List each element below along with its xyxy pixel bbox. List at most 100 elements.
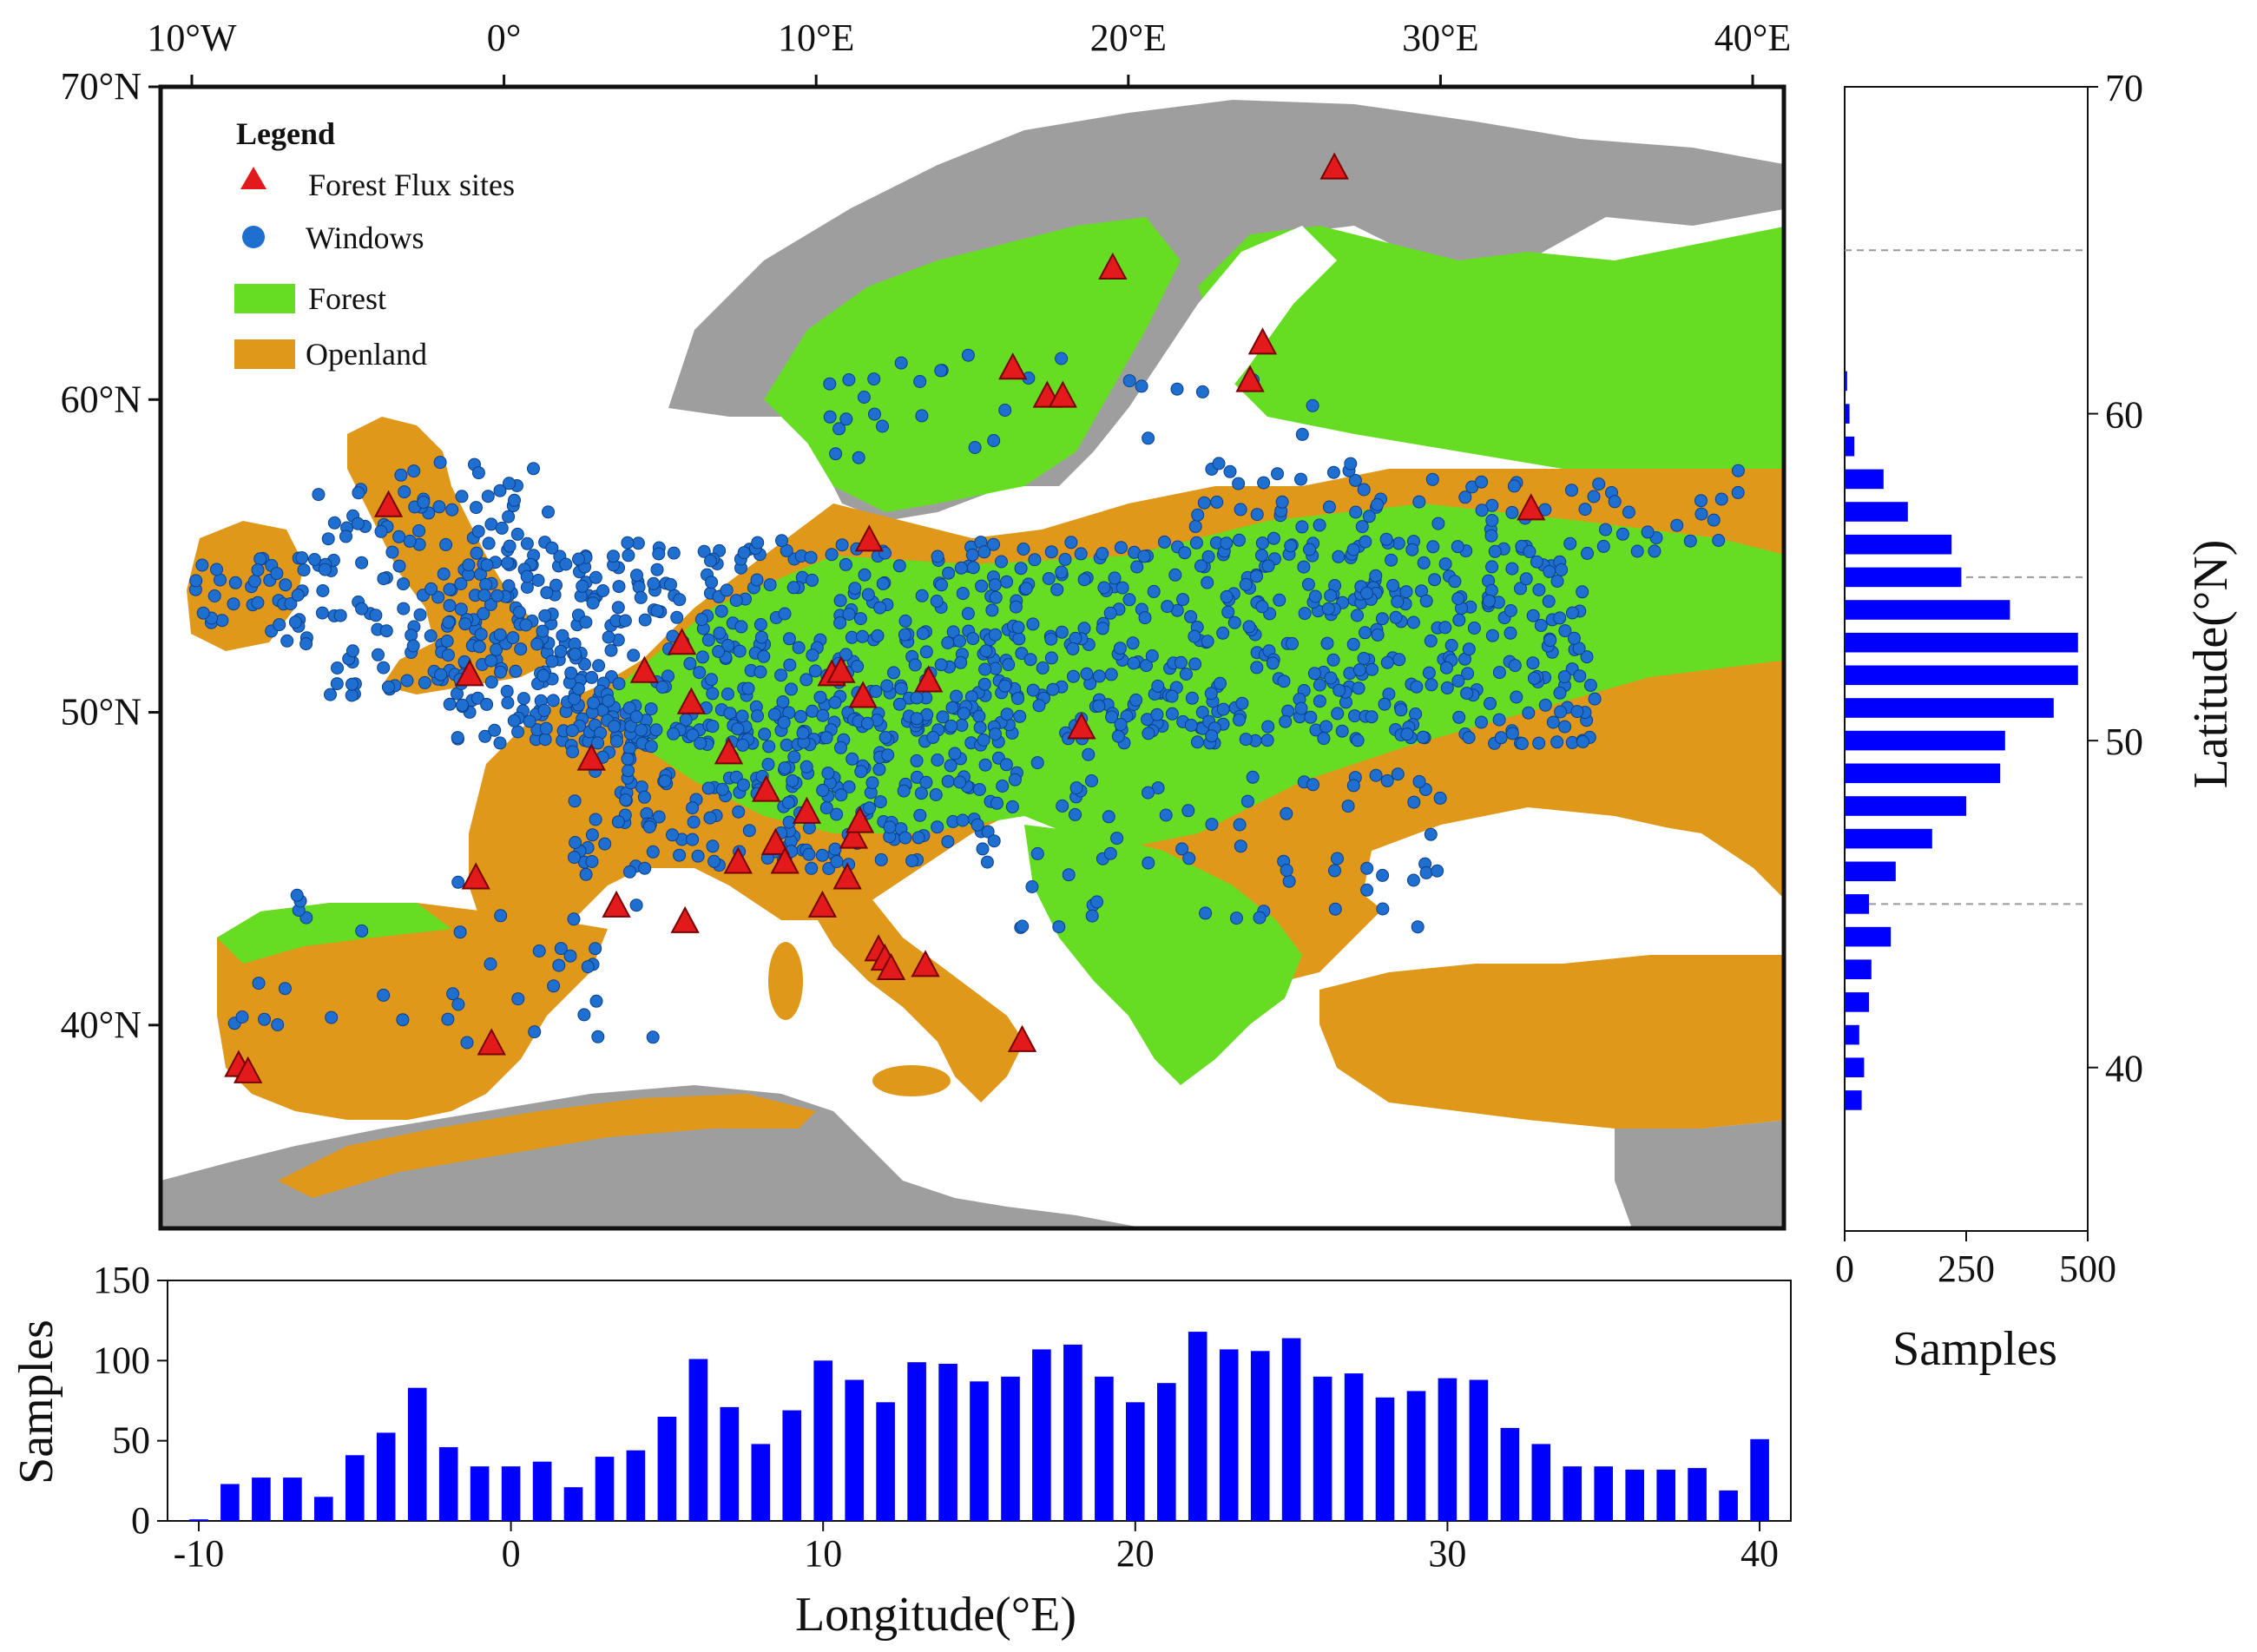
window-point xyxy=(650,563,664,576)
window-point xyxy=(1188,657,1202,671)
lat-hist-bar xyxy=(1845,730,2005,751)
window-point xyxy=(440,635,454,648)
window-point xyxy=(591,1030,605,1043)
lon-hist-bar xyxy=(1500,1427,1520,1521)
window-point xyxy=(1145,649,1159,662)
window-point xyxy=(1188,629,1201,643)
flux-site-triangle xyxy=(998,352,1028,380)
window-point xyxy=(377,661,391,675)
window-point xyxy=(851,660,865,674)
window-point xyxy=(621,536,635,550)
window-point xyxy=(1355,520,1369,534)
lon-hist-ylabel: Samples xyxy=(10,1320,63,1484)
window-point xyxy=(1319,720,1333,734)
window-point xyxy=(735,709,749,723)
flux-site-triangle xyxy=(576,743,606,771)
window-point xyxy=(564,666,578,680)
map-lon-tick-label: 20°E xyxy=(1090,16,1167,59)
window-point xyxy=(513,605,526,619)
window-point xyxy=(271,1018,285,1031)
window-point xyxy=(1232,477,1246,490)
flux-site-triangle xyxy=(373,490,404,517)
window-point xyxy=(1326,465,1340,479)
window-point xyxy=(816,708,830,722)
lon-hist-bar xyxy=(876,1402,895,1521)
window-point xyxy=(868,407,881,421)
lon-hist-bar xyxy=(1126,1402,1145,1521)
window-point xyxy=(1184,719,1198,732)
window-point xyxy=(706,720,720,734)
flux-site-triangle xyxy=(913,665,944,693)
window-point xyxy=(477,607,490,621)
window-point xyxy=(1712,534,1726,547)
window-point xyxy=(1376,902,1390,916)
window-point xyxy=(630,569,643,582)
window-point xyxy=(484,597,497,611)
window-point xyxy=(531,574,545,587)
lat-hist-ytick-label: 40 xyxy=(2105,1048,2143,1090)
window-point xyxy=(592,659,606,673)
window-point xyxy=(1386,578,1400,592)
lon-hist-bar xyxy=(1188,1332,1207,1521)
window-point xyxy=(612,580,626,594)
window-point xyxy=(1581,546,1594,560)
window-point xyxy=(443,582,457,596)
legend-openland-swatch xyxy=(234,339,295,369)
window-point xyxy=(1346,543,1360,556)
window-point xyxy=(400,674,414,688)
window-point xyxy=(701,633,715,647)
window-point xyxy=(865,776,879,790)
window-point xyxy=(652,547,666,561)
flux-site-triangle xyxy=(714,737,744,765)
window-point xyxy=(987,537,1000,551)
window-point xyxy=(1458,490,1472,504)
window-point xyxy=(494,665,507,679)
window-point xyxy=(1168,568,1182,582)
window-point xyxy=(279,578,293,592)
window-point xyxy=(355,924,369,938)
window-point xyxy=(894,356,908,370)
window-point xyxy=(431,590,445,604)
window-point xyxy=(1534,618,1548,632)
lon-hist-axes: -10 0 10 20 30 40 0 50 100 150 xyxy=(93,1259,1779,1575)
window-point xyxy=(1411,920,1425,934)
window-point xyxy=(530,637,544,651)
map-lon-tick-label: 10°W xyxy=(147,16,237,59)
lon-hist-bar xyxy=(470,1466,490,1521)
window-point xyxy=(1159,808,1173,822)
window-point xyxy=(1267,531,1280,545)
window-point xyxy=(1546,715,1560,729)
window-point xyxy=(397,577,411,591)
window-point xyxy=(796,727,810,740)
window-point xyxy=(312,488,326,502)
legend-label-forest: Forest xyxy=(308,281,386,316)
window-point xyxy=(1239,577,1253,591)
window-point xyxy=(333,609,347,622)
window-point xyxy=(1261,720,1275,734)
window-point xyxy=(478,729,492,743)
window-point xyxy=(819,731,833,745)
window-point xyxy=(1058,552,1072,566)
lat-hist-bar xyxy=(1845,469,1884,490)
window-point xyxy=(417,496,431,509)
window-point xyxy=(290,888,304,902)
window-point xyxy=(1189,536,1203,550)
window-point xyxy=(1484,529,1498,543)
lon-hist-bar xyxy=(189,1519,208,1521)
window-point xyxy=(273,618,286,632)
window-point xyxy=(554,942,568,956)
iberia-north-forest xyxy=(217,903,451,964)
window-point xyxy=(488,723,502,737)
window-point xyxy=(842,373,856,386)
window-point xyxy=(944,759,957,773)
iberia-landmass xyxy=(217,903,608,1120)
window-point xyxy=(631,536,645,550)
window-point xyxy=(195,558,209,572)
window-point xyxy=(715,782,729,796)
window-point xyxy=(649,723,663,737)
window-point xyxy=(1030,846,1044,860)
window-point xyxy=(291,589,305,602)
window-point xyxy=(1532,736,1546,750)
window-point xyxy=(988,578,1002,592)
window-point xyxy=(1201,576,1214,589)
